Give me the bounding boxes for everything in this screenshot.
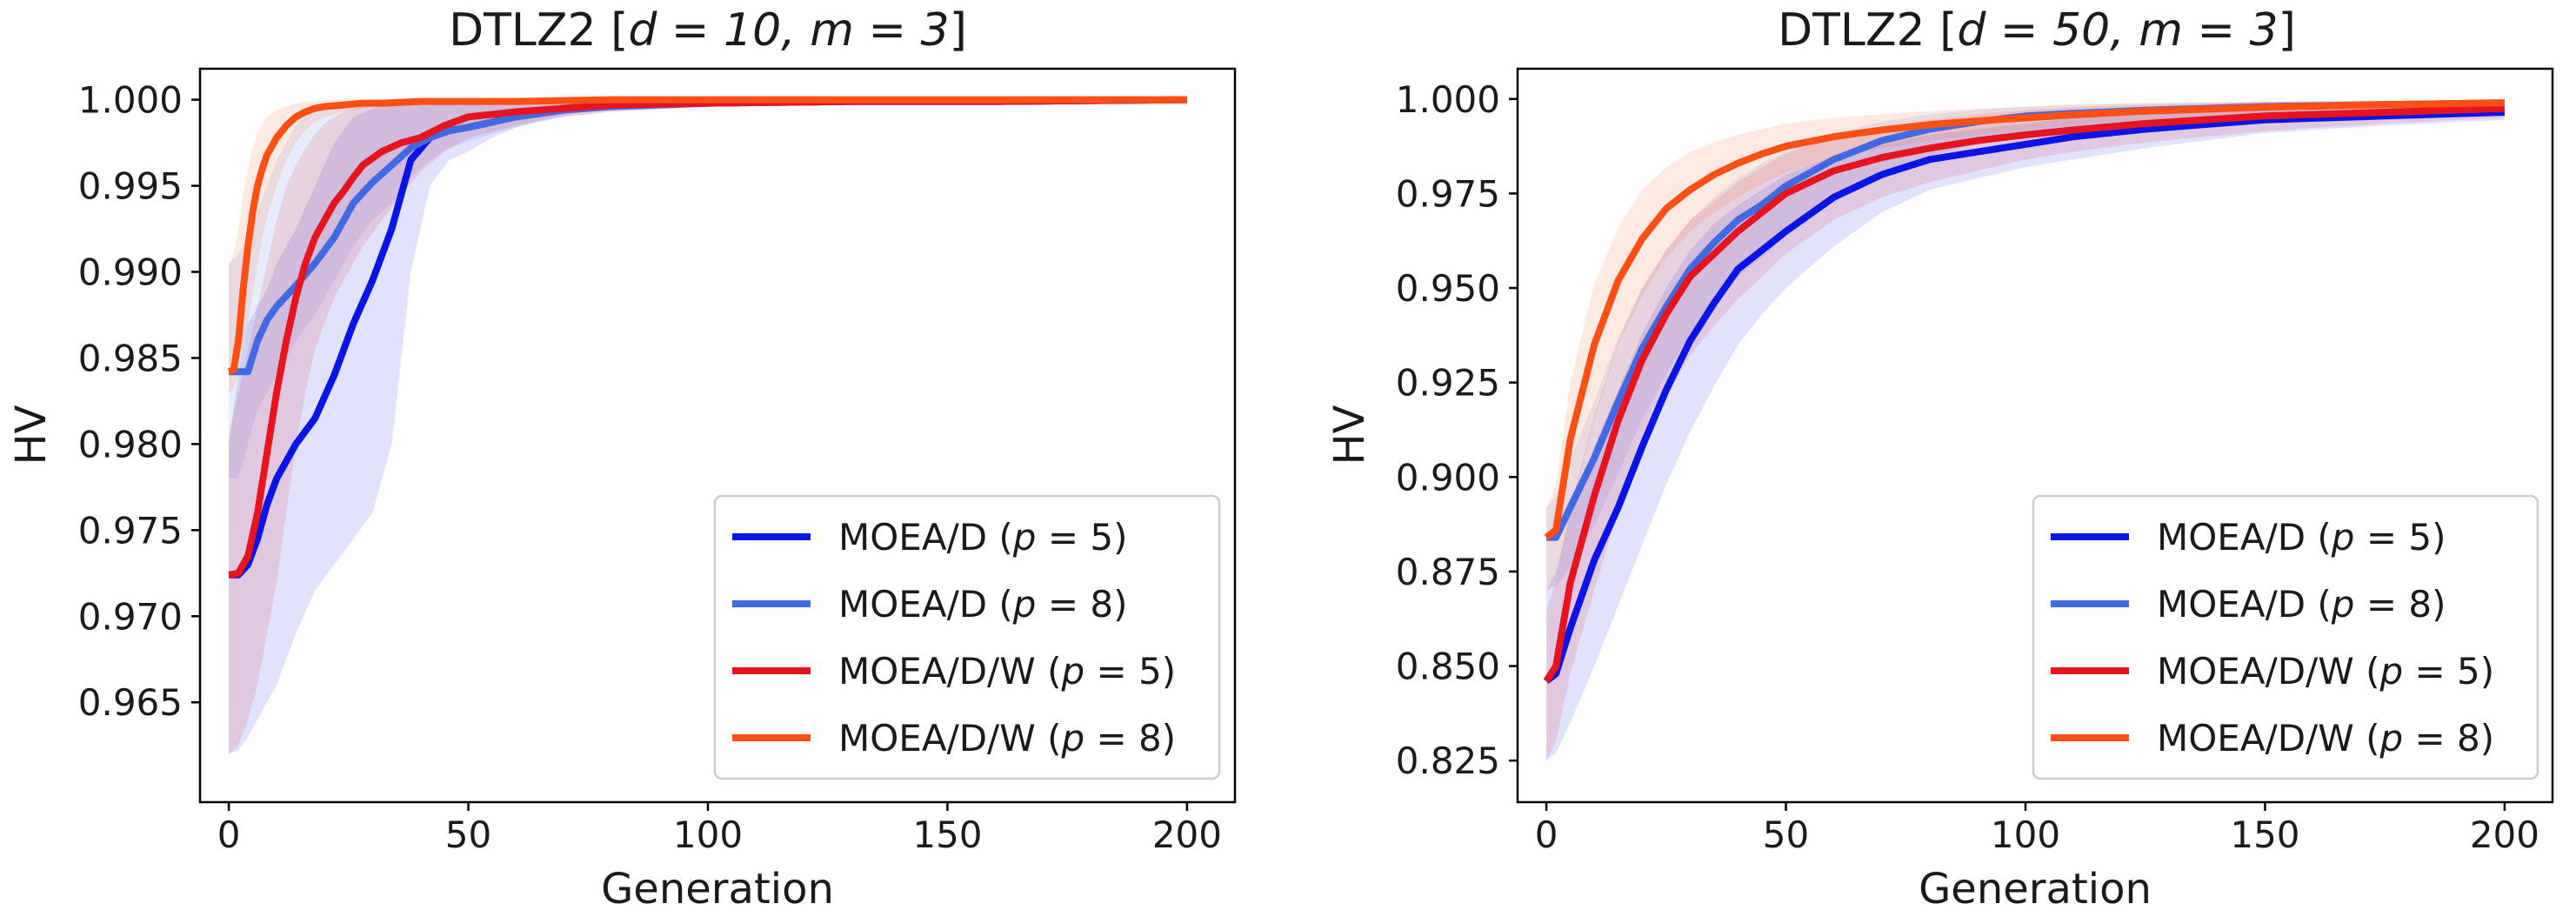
legend-entries-layer: MOEA/D (p = 5) MOEA/D (p = 8) MOEA/D/W (p … xyxy=(732,516,1176,760)
legend-label-2: MOEA/D/W (p = 5) xyxy=(838,650,1176,693)
legend-label-2: MOEA/D/W (p = 5) xyxy=(2157,650,2494,693)
x-tick-label: 0 xyxy=(1535,813,1558,856)
legend-label-3: MOEA/D/W (p = 8) xyxy=(2157,717,2494,760)
x-tick-label: 0 xyxy=(217,813,241,856)
legend-label-1: MOEA/D (p = 8) xyxy=(838,583,1127,626)
x-axis-label: Generation xyxy=(1919,865,2152,914)
chart-panel-left: DTLZ2 [d = 10, m = 3] 0 50 100 150 200 0.965… xyxy=(7,4,1237,914)
legend-box xyxy=(713,494,1221,780)
legend-label-1: MOEA/D (p = 8) xyxy=(2157,583,2446,626)
y-tick-label: 0.825 xyxy=(1396,740,1500,782)
x-tick-label: 50 xyxy=(1763,813,1809,856)
series-line-3 xyxy=(1544,99,2505,540)
series-line-3 xyxy=(227,96,1187,376)
y-ticks-layer: 0.965 0.970 0.975 0.980 0.985 0.990 0.995 1.000 xyxy=(78,79,200,724)
x-tick-label: 150 xyxy=(2230,813,2299,856)
plot-area-frame xyxy=(198,67,1237,804)
y-tick-label: 0.850 xyxy=(1396,646,1500,688)
lines-layer xyxy=(227,96,1187,579)
x-tick-label: 200 xyxy=(2470,813,2539,856)
y-tick-label: 0.900 xyxy=(1396,456,1500,499)
y-axis-label: HV xyxy=(1325,405,1374,465)
y-tick-label: 0.970 xyxy=(78,595,183,638)
y-tick-label: 0.985 xyxy=(78,337,183,379)
legend: MOEA/D (p = 5) MOEA/D (p = 8) MOEA/D/W (p … xyxy=(2032,494,2539,780)
y-tick-label: 0.965 xyxy=(78,681,183,724)
y-tick-label: 0.980 xyxy=(78,423,183,465)
chart-title: DTLZ2 [d = 10, m = 3] xyxy=(449,4,967,57)
legend-label-0: MOEA/D (p = 5) xyxy=(838,516,1127,559)
chart-panel-right: DTLZ2 [d = 50, m = 3] 0 50 100 150 200 0.825… xyxy=(1325,4,2554,914)
x-tick-label: 200 xyxy=(1152,813,1222,856)
y-tick-label: 1.000 xyxy=(78,79,183,122)
x-tick-label: 50 xyxy=(445,813,491,856)
y-tick-label: 0.950 xyxy=(1396,267,1500,310)
series-band-0 xyxy=(229,99,1187,754)
y-tick-label: 0.995 xyxy=(78,165,183,208)
x-ticks-layer: 0 50 100 150 200 xyxy=(217,802,1222,856)
series-line-0 xyxy=(1544,109,2506,685)
series-band-0 xyxy=(1546,104,2505,761)
y-tick-label: 0.990 xyxy=(78,251,183,294)
series-line-2 xyxy=(228,96,1187,579)
y-tick-label: 0.975 xyxy=(1396,172,1500,215)
y-ticks-layer: 0.825 0.850 0.875 0.900 0.925 0.950 0.975 1.000 xyxy=(1396,78,1518,782)
chart-title: DTLZ2 [d = 50, m = 3] xyxy=(1778,4,2296,57)
x-axis-label: Generation xyxy=(601,865,834,914)
series-band-2 xyxy=(229,99,1187,754)
y-tick-label: 0.975 xyxy=(78,509,183,552)
x-tick-label: 100 xyxy=(673,813,743,856)
plot-area-frame xyxy=(1516,67,2554,804)
y-axis-label: HV xyxy=(7,405,56,465)
legend-box xyxy=(2032,494,2539,780)
bands-layer xyxy=(229,99,1187,754)
legend: MOEA/D (p = 5) MOEA/D (p = 8) MOEA/D/W (p … xyxy=(713,494,1221,780)
x-tick-label: 100 xyxy=(1991,813,2060,856)
x-tick-label: 150 xyxy=(912,813,982,856)
bands-layer xyxy=(1546,99,2505,761)
legend-label-0: MOEA/D (p = 5) xyxy=(2157,516,2446,559)
series-band-1 xyxy=(1546,99,2505,591)
legend-label-3: MOEA/D/W (p = 8) xyxy=(838,717,1176,760)
y-tick-label: 0.925 xyxy=(1396,362,1500,405)
y-tick-label: 1.000 xyxy=(1396,78,1500,121)
x-ticks-layer: 0 50 100 150 200 xyxy=(1535,802,2539,856)
legend-entries-layer: MOEA/D (p = 5) MOEA/D (p = 8) MOEA/D/W (p … xyxy=(2051,516,2494,760)
series-line-2 xyxy=(1543,104,2506,684)
series-band-1 xyxy=(229,99,1187,479)
lines-layer xyxy=(1543,99,2506,685)
y-tick-label: 0.875 xyxy=(1396,551,1500,593)
